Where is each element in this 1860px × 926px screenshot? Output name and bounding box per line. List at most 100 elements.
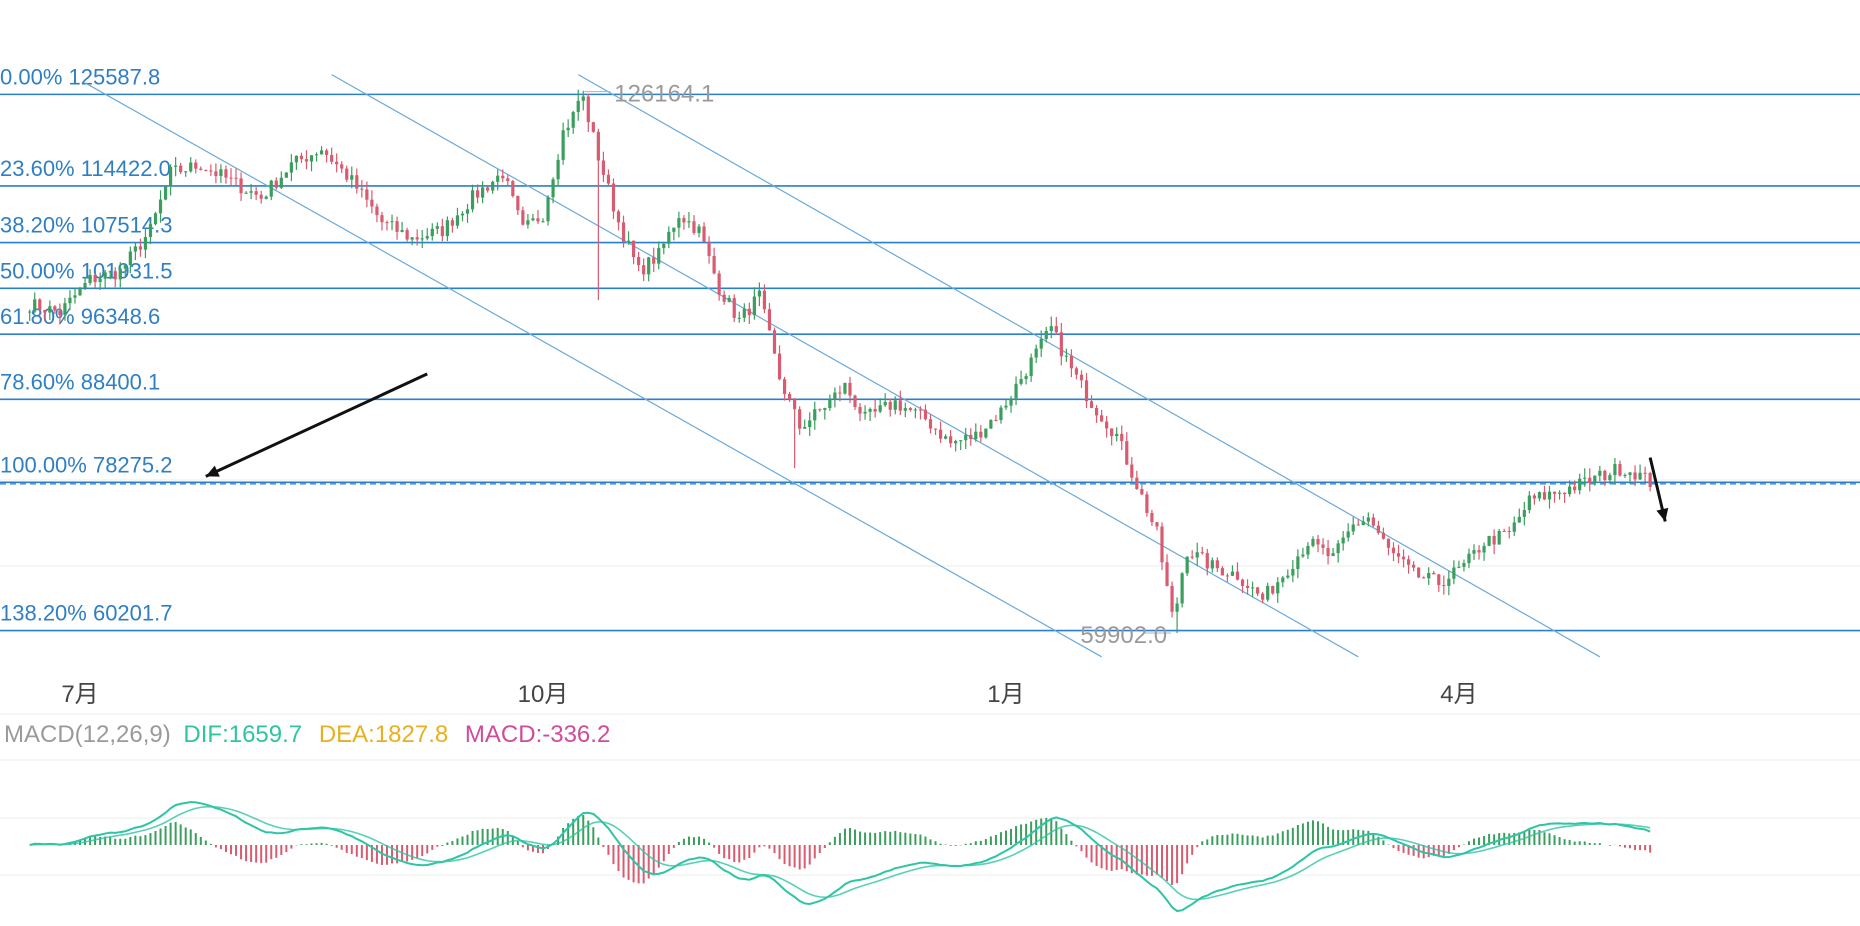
candle-body [239,178,243,194]
candle-body [1200,552,1204,554]
candle-body [576,100,580,113]
candle-body [873,408,877,412]
candle-body [68,297,72,304]
candle-body [747,308,751,316]
candle-body [123,265,127,269]
candle-body [888,401,892,410]
candle-body [1140,488,1144,495]
candle-body [777,353,782,380]
candle-body [113,271,117,280]
candle-body [234,177,238,179]
candle-body [189,162,193,172]
arrow-head-1 [1656,507,1669,522]
candle-body [1422,577,1426,579]
candle-body [465,209,470,214]
candle-body [440,226,444,237]
candle-body [455,215,460,226]
candle-body [445,220,449,237]
candle-body [1401,556,1406,560]
candle-body [1502,530,1506,532]
candle-body [767,309,772,331]
candle-body [727,298,731,302]
candle-body [481,187,485,198]
candle-body [1296,556,1300,569]
candle-body [1215,560,1219,569]
candle-body [78,287,82,296]
candle-body [1195,552,1199,558]
candle-body [969,434,973,440]
candle-body [1628,472,1632,476]
candle-body [949,436,953,444]
candle-body [798,409,802,429]
candle-body [58,310,62,315]
candle-body [314,154,319,156]
candle-body [1276,582,1280,594]
candle-body [959,440,963,442]
candle-body [1130,464,1134,478]
candle-body [853,395,857,408]
candle-body [757,290,761,297]
candle-body [153,213,158,225]
candle-body [184,171,188,173]
candle-body [450,220,455,226]
price-labels: 126164.1 59902.0 [584,81,1172,649]
candle-body [511,181,515,197]
candle-body [1054,326,1058,333]
candle-body [1210,560,1214,569]
fib-label-7: 138.20% 60201.7 [0,601,173,626]
candle-body [330,154,334,162]
macd-dea-label: DEA:1827.8 [319,721,448,748]
candle-body [304,159,309,162]
candle-body [752,296,756,316]
candle-body [133,246,137,252]
candle-body [596,131,600,161]
candle-body [410,237,414,240]
candle-body [923,409,928,420]
candle-body [1094,407,1099,416]
arrow-head-0 [205,465,220,477]
candle-body [702,226,706,242]
candle-body [1522,510,1526,517]
candle-body [1633,472,1637,480]
candle-body [204,169,208,171]
candle-body [1537,492,1542,499]
candle-body [1417,567,1421,578]
candle-body [496,175,500,182]
candle-body [395,221,399,232]
candle-body [63,303,67,315]
candle-body [782,379,787,395]
candle-body [964,434,968,441]
candle-body [1004,405,1008,408]
macd-params: MACD(12,26,9) [4,721,171,748]
candle-body [933,428,938,430]
candle-body [1608,475,1612,481]
fibonacci-levels: 0.00% 125587.8 23.60% 114422.0 38.20% 1075… [0,64,1860,632]
candle-body [772,330,777,354]
candle-body [1145,494,1149,513]
candle-body [209,170,213,172]
candle-body [1437,574,1441,586]
candle-body [903,408,907,411]
candle-body [1155,522,1159,527]
candle-body [375,206,379,216]
candle-body [823,408,827,410]
candle-body [365,189,369,200]
candle-body [712,255,716,274]
candle-body [128,251,132,266]
candle-body [1281,577,1285,583]
x-tick-2: 1月 [987,681,1024,708]
candle-body [1366,517,1370,522]
candle-body [878,405,882,412]
candle-body [1316,539,1320,545]
candle-body [1492,535,1496,545]
candle-body [692,221,696,233]
candle-body [319,150,324,155]
candle-body [1603,470,1607,481]
candle-body [586,96,590,123]
candle-body [1482,545,1486,553]
candle-body [1034,348,1038,358]
macd-histogram [33,815,1652,885]
candle-body [1105,421,1109,429]
candle-body [1190,556,1194,558]
